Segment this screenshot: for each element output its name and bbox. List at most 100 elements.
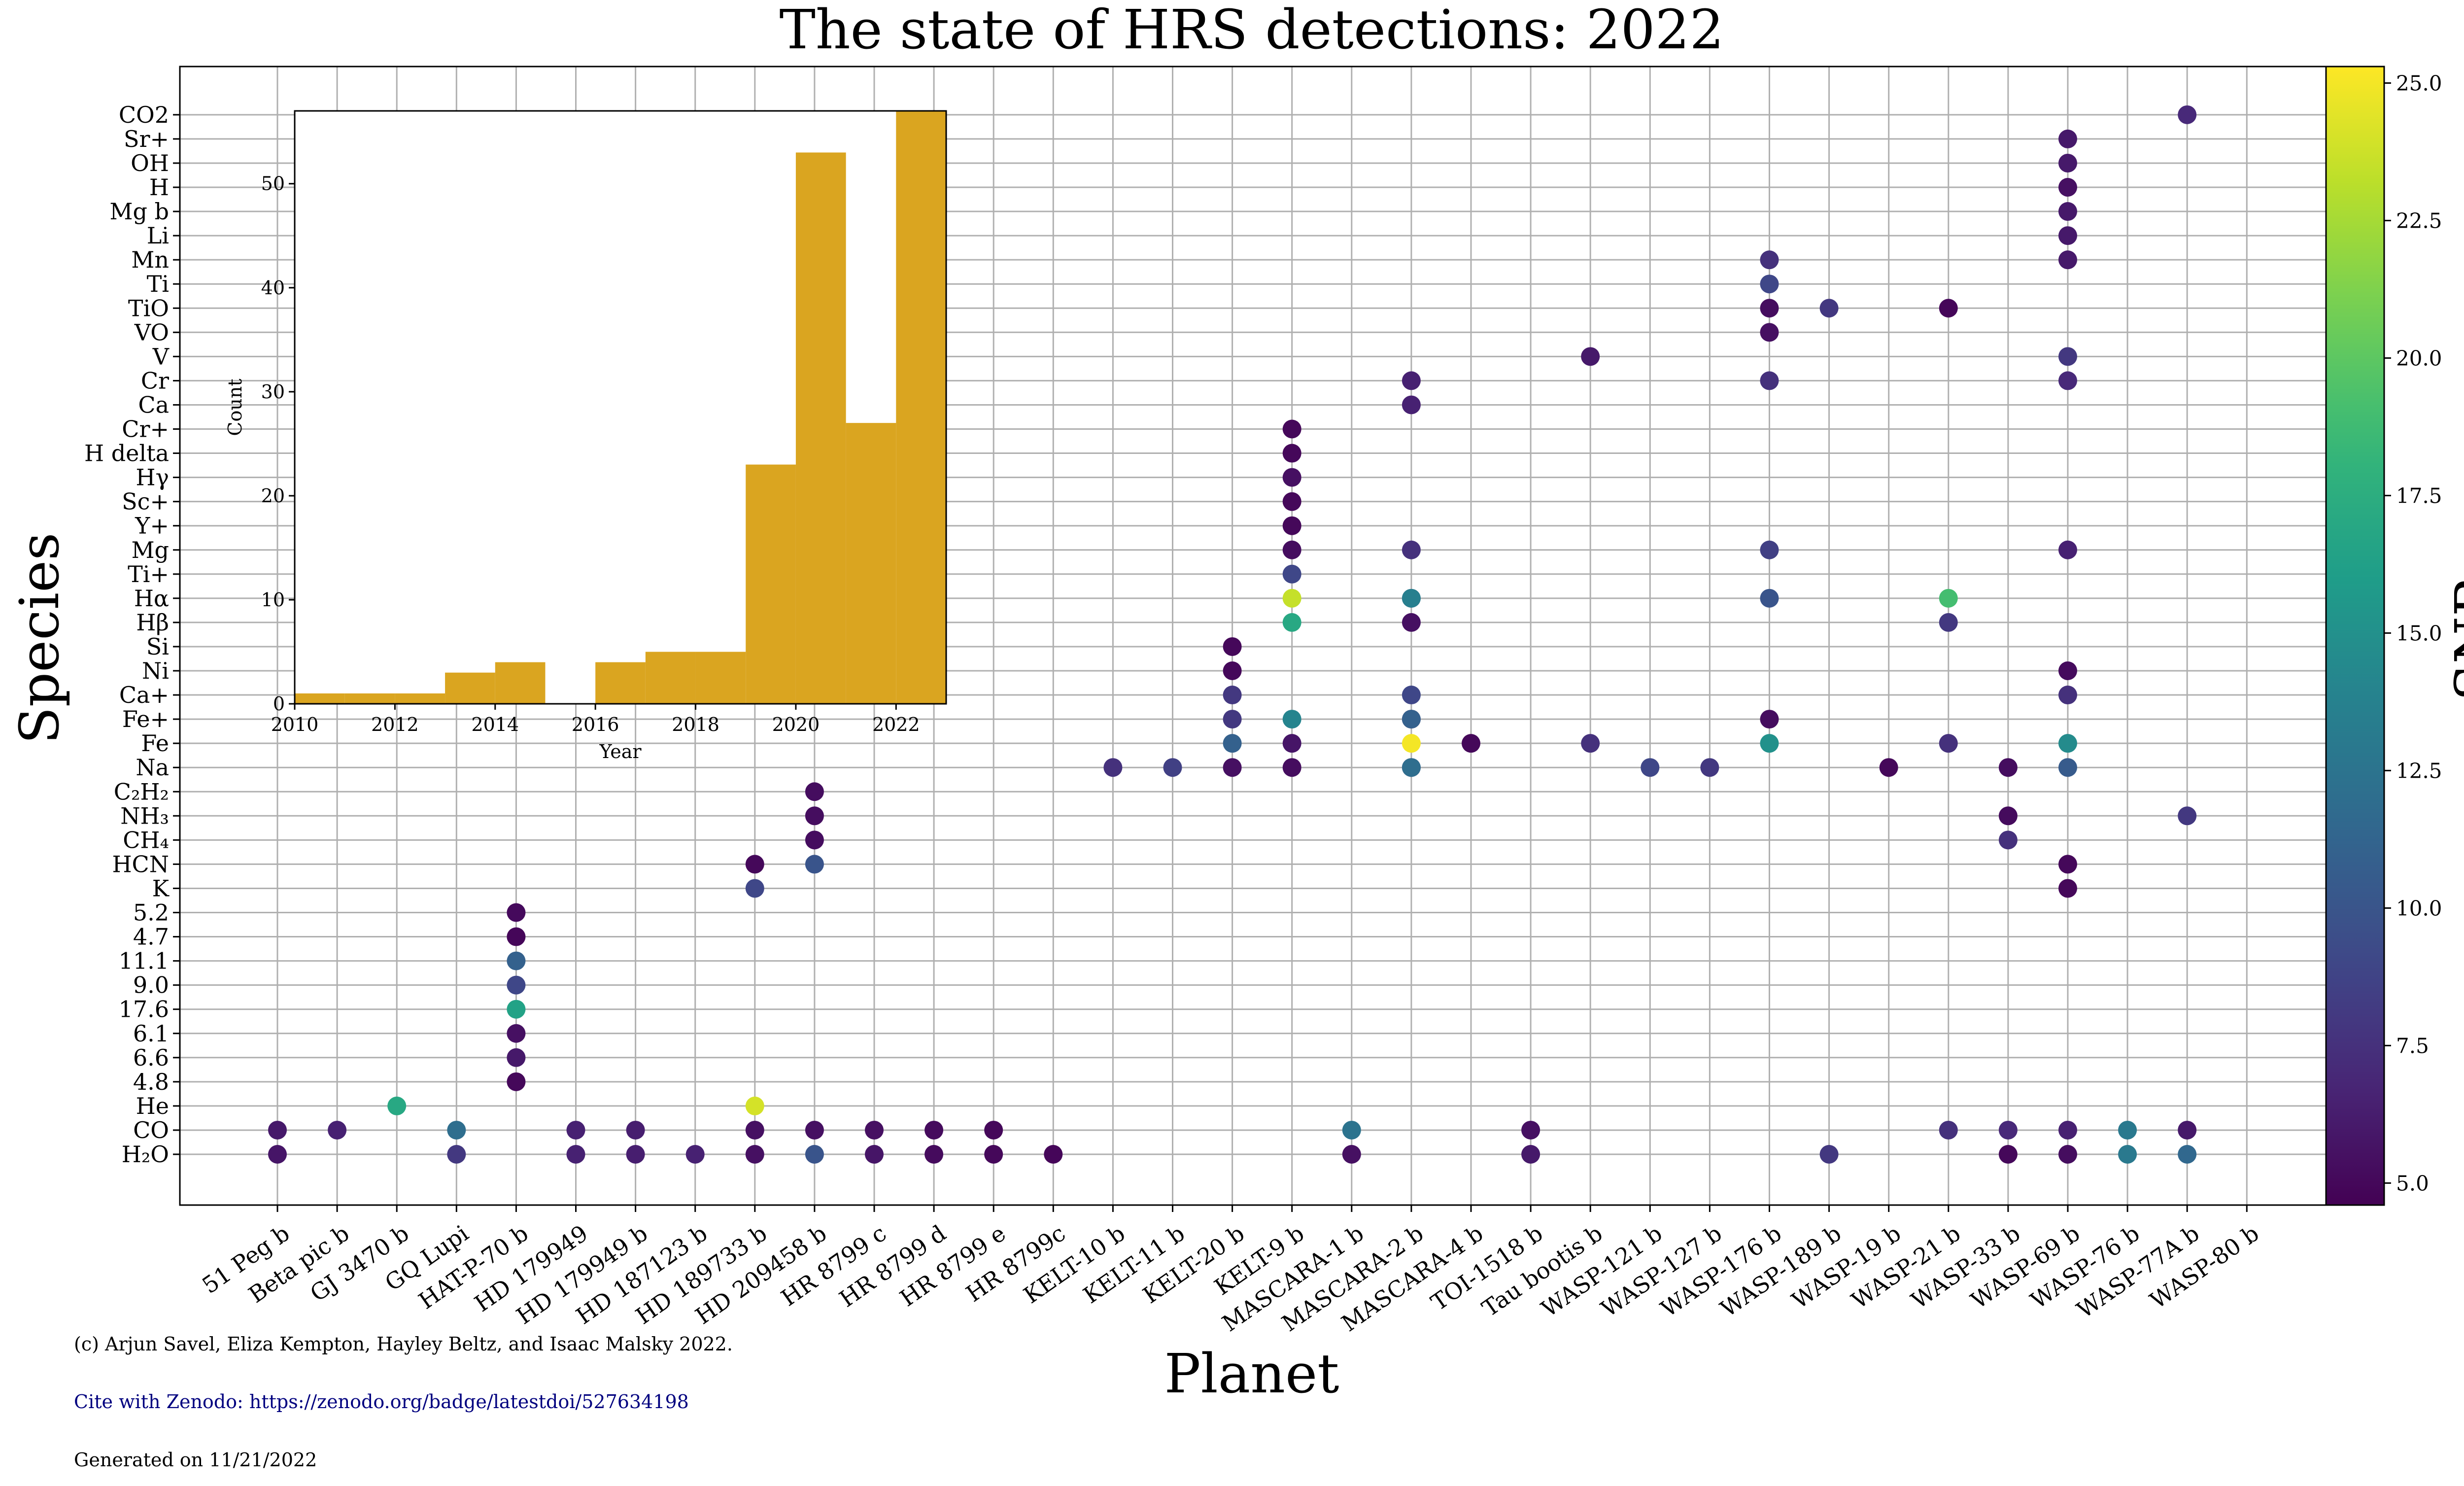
detection-point: [1760, 323, 1779, 342]
detection-point: [1939, 588, 1958, 608]
detection-point: [1282, 734, 1301, 753]
y-tick-label: 6.6: [133, 1044, 169, 1071]
detection-point: [1402, 588, 1421, 608]
y-tick-label: Ca+: [119, 682, 169, 708]
detection-point: [805, 1120, 824, 1140]
detection-point: [1402, 371, 1421, 390]
detection-point: [1044, 1145, 1063, 1164]
detection-point: [1998, 1120, 2018, 1140]
detection-point: [2058, 1120, 2077, 1140]
detection-point: [745, 879, 764, 898]
snr-colorbar: 5.0 7.5 10.0 12.5 15.0 17.5 20.0 22.5 25.0: [2325, 66, 2442, 1206]
inset-x-tick-label: 2018: [672, 714, 719, 735]
detection-point: [507, 951, 526, 970]
detection-point: [745, 1120, 764, 1140]
histogram-bar: [495, 662, 546, 704]
y-tick-label: H₂O: [122, 1141, 169, 1168]
detection-point: [507, 1072, 526, 1091]
y-tick-label: 4.8: [133, 1069, 169, 1095]
generated-date: Generated on 11/21/2022: [74, 1449, 317, 1471]
detection-point: [2178, 1120, 2197, 1140]
detection-point: [2178, 1145, 2197, 1164]
y-tick-label: V: [152, 343, 170, 370]
detection-point: [1760, 710, 1779, 729]
y-tick-label: CO: [133, 1117, 169, 1143]
detection-point: [1282, 613, 1301, 632]
detection-point: [1939, 734, 1958, 753]
detection-point: [328, 1120, 347, 1140]
detection-point: [1939, 1120, 1958, 1140]
histogram-bar: [896, 111, 946, 704]
detection-point: [1760, 588, 1779, 608]
detection-point: [2058, 153, 2077, 173]
detection-point: [2058, 202, 2077, 221]
detection-point: [1402, 540, 1421, 559]
inset-x-tick-label: 2020: [772, 714, 820, 735]
detection-point: [1760, 275, 1779, 294]
credit-text: (c) Arjun Savel, Eliza Kempton, Hayley B…: [74, 1333, 733, 1355]
detection-point: [1998, 806, 2018, 826]
detection-point: [805, 830, 824, 850]
histogram-bar: [395, 693, 445, 704]
detection-point: [507, 1048, 526, 1067]
detection-point: [626, 1145, 645, 1164]
inset-x-tick-label: 2022: [872, 714, 920, 735]
y-tick-label: Cr+: [122, 416, 169, 443]
detection-point: [2058, 347, 2077, 366]
colorbar-tick-label: 25.0: [2396, 71, 2442, 95]
detection-point: [268, 1120, 287, 1140]
detection-point: [865, 1145, 884, 1164]
detection-point: [1163, 758, 1182, 777]
y-tick-label: Sr+: [124, 126, 169, 152]
detection-point: [1939, 299, 1958, 318]
detection-point: [2058, 250, 2077, 270]
detection-point: [1581, 734, 1600, 753]
detection-point: [1282, 588, 1301, 608]
y-tick-label: C₂H₂: [114, 778, 169, 805]
zenodo-citation-link[interactable]: Cite with Zenodo: https://zenodo.org/bad…: [74, 1391, 689, 1413]
detection-point: [626, 1120, 645, 1140]
inset-y-tick-label: 0: [273, 693, 285, 715]
detection-point: [984, 1145, 1003, 1164]
detection-point: [1819, 1145, 1839, 1164]
detection-point: [1402, 686, 1421, 705]
inset-frame: [294, 110, 947, 705]
y-axis-label: Species: [8, 532, 71, 744]
detection-point: [1103, 758, 1123, 777]
y-tick-label: K: [152, 875, 170, 901]
detection-point: [2058, 734, 2077, 753]
y-tick-label: Ti+: [128, 561, 169, 587]
y-tick-label: H: [149, 174, 169, 201]
detection-point: [1879, 758, 1898, 777]
detection-point: [2058, 855, 2077, 874]
y-tick-label: Hβ: [136, 609, 169, 636]
detection-point: [1282, 710, 1301, 729]
inset-y-tick-label: 40: [261, 277, 285, 299]
y-tick-label: Mn: [131, 246, 169, 273]
detection-point: [2058, 178, 2077, 197]
detection-point: [1282, 444, 1301, 463]
inset-x-tick-label: 2016: [572, 714, 619, 735]
detection-point: [507, 1000, 526, 1019]
y-tick-label: Fe+: [122, 706, 169, 732]
detection-point: [1998, 1145, 2018, 1164]
detection-point: [1998, 758, 2018, 777]
y-tick-label: Na: [136, 754, 169, 781]
colorbar-gradient: [2326, 67, 2384, 1205]
detection-point: [1402, 710, 1421, 729]
detection-point: [1282, 516, 1301, 535]
detection-point: [1282, 564, 1301, 584]
zenodo-citation-text: Cite with Zenodo: https://zenodo.org/bad…: [74, 1391, 689, 1413]
y-tick-label: Si: [146, 633, 169, 660]
detection-point: [1342, 1145, 1361, 1164]
detection-point: [2118, 1145, 2137, 1164]
detection-point: [1282, 540, 1301, 559]
detection-point: [1462, 734, 1480, 753]
detection-point: [2058, 879, 2077, 898]
y-tick-label: He: [136, 1093, 169, 1119]
colorbar-tick-label: 17.5: [2396, 484, 2442, 508]
y-tick-label: 11.1: [119, 948, 169, 974]
detection-point: [507, 1024, 526, 1043]
